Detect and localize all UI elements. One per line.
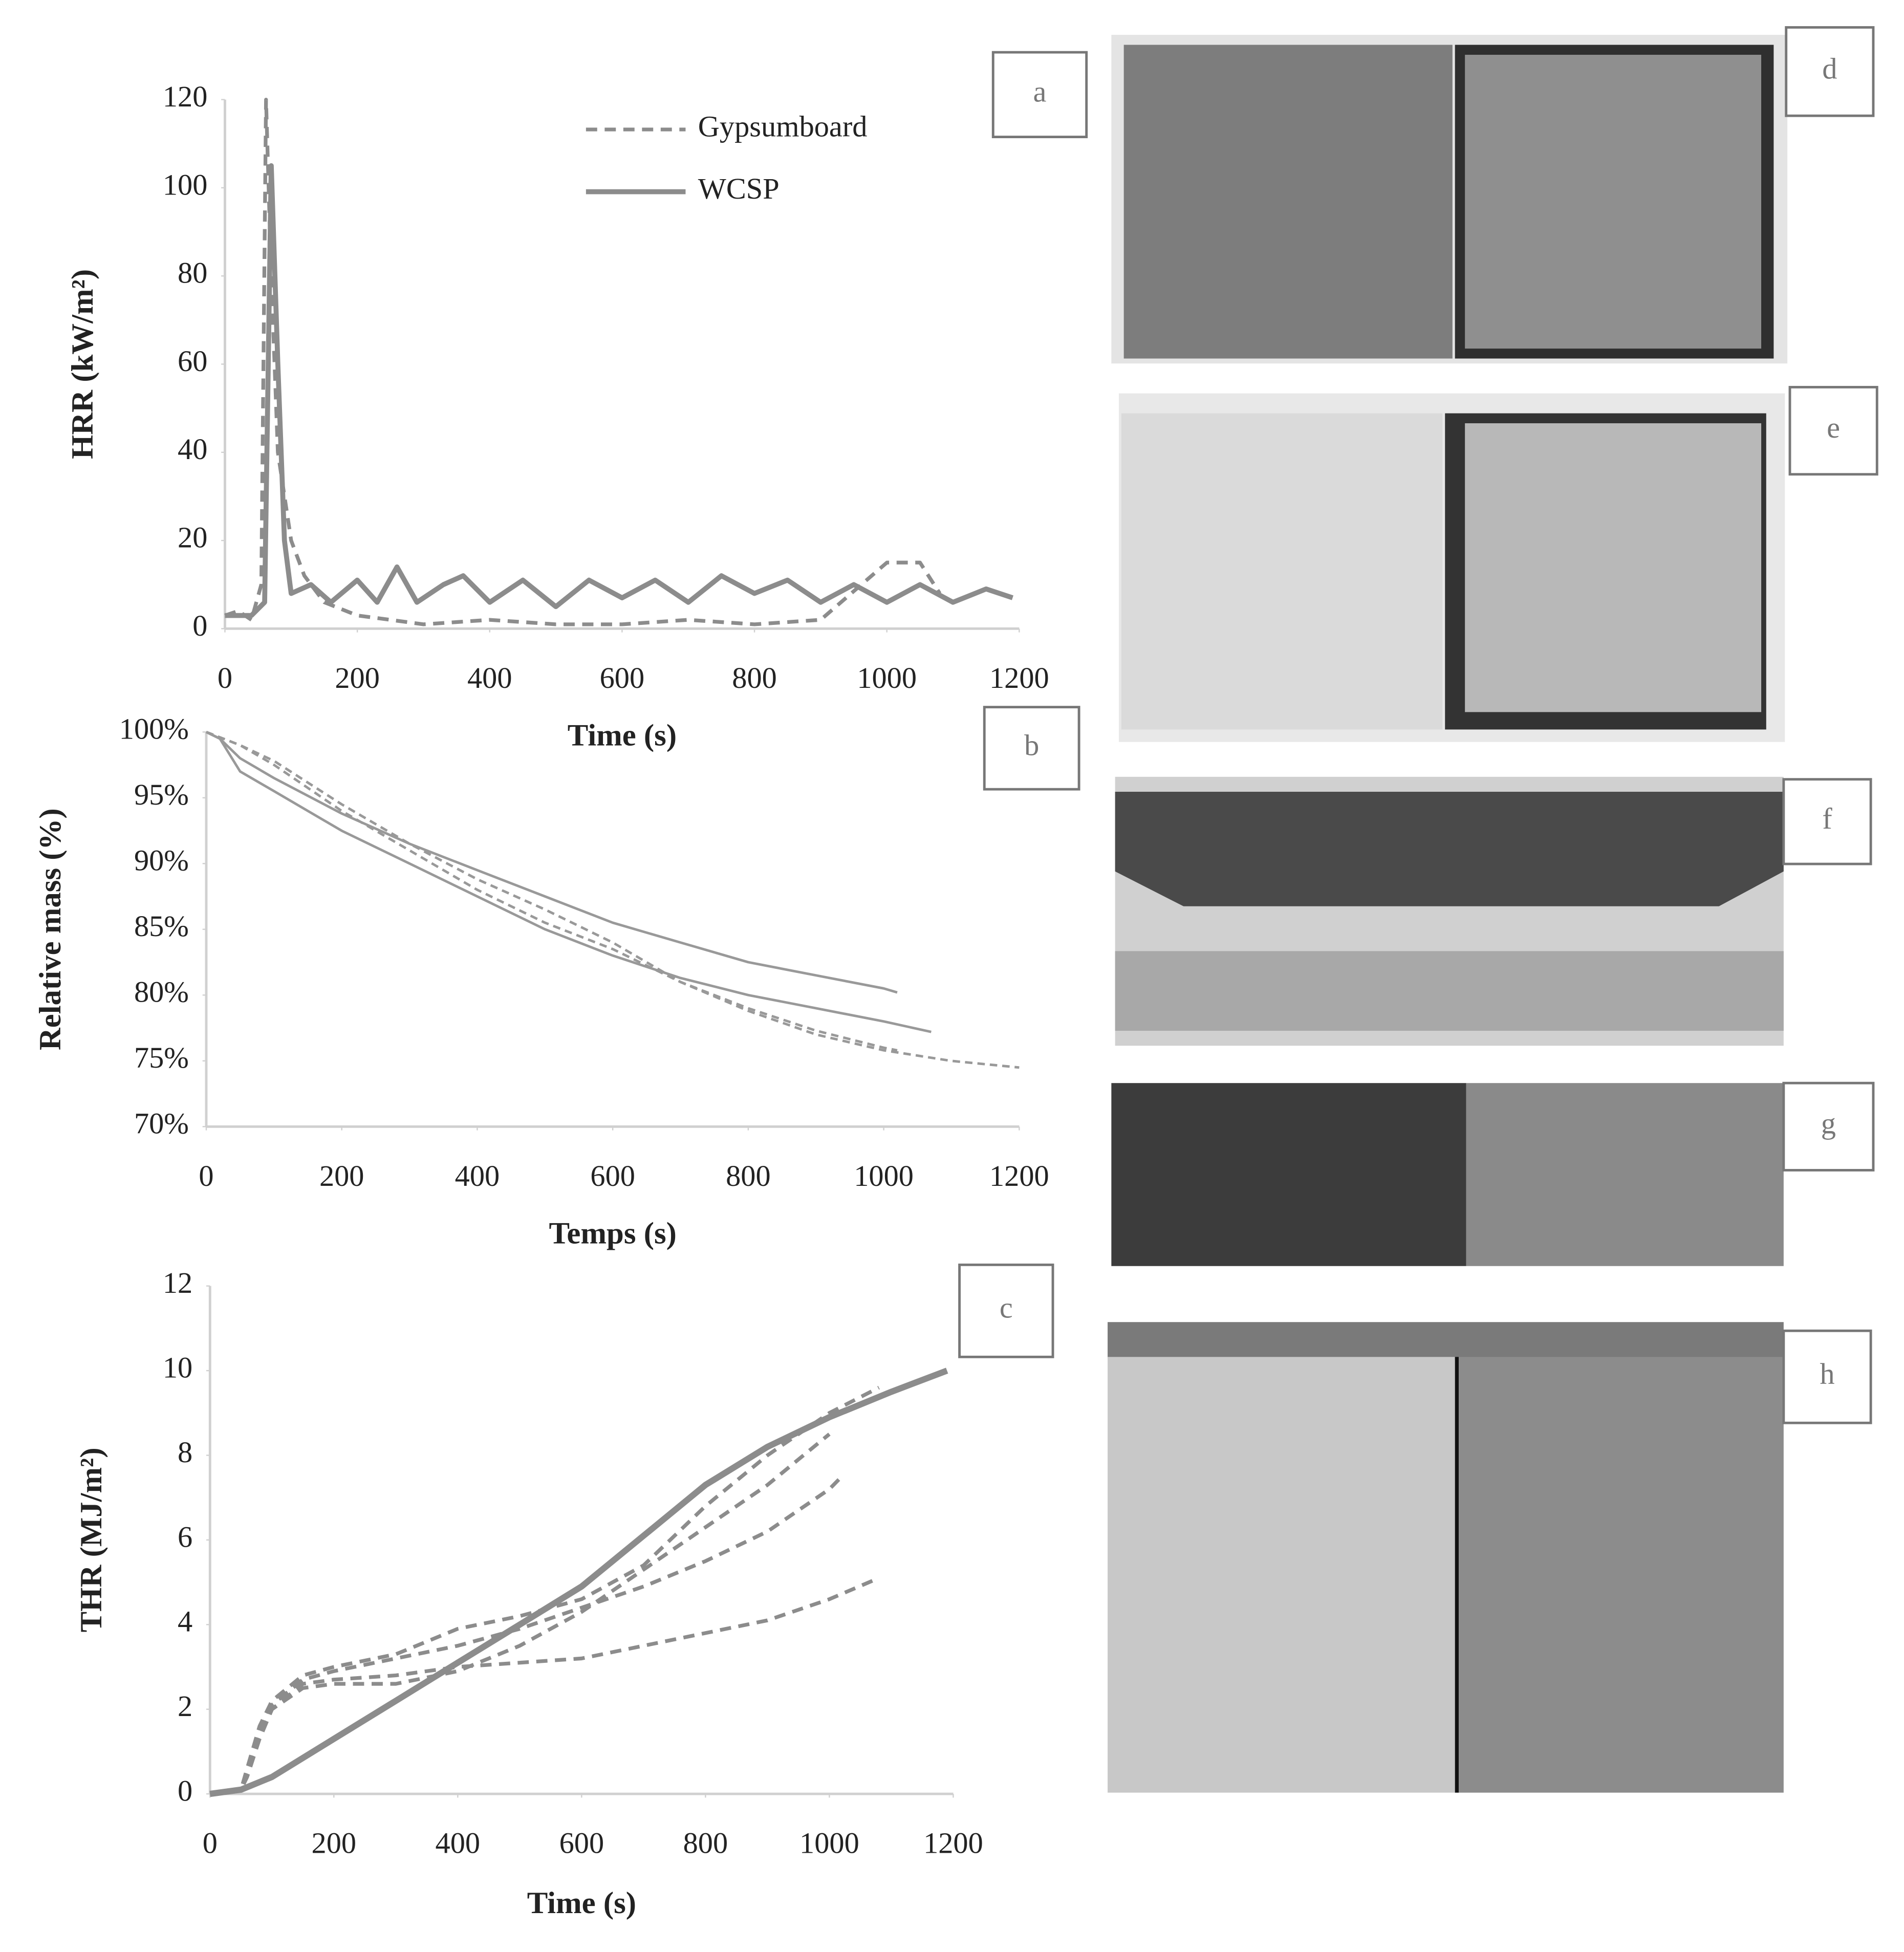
x-tick-label: 200 [319, 1159, 364, 1192]
panel-label-box [1785, 26, 1875, 117]
data-line [206, 730, 898, 1052]
panel-label: h [1820, 1357, 1834, 1391]
y-axis-label: THR (MJ/m²) [74, 1447, 109, 1632]
x-tick-label: 0 [218, 661, 232, 695]
y-tick-label: 60 [178, 344, 207, 378]
data-line [206, 730, 1020, 1069]
panel-label: d [1822, 52, 1837, 85]
data-line [205, 731, 898, 994]
data-line [224, 97, 942, 626]
x-tick-label: 400 [455, 1159, 500, 1192]
panel-label-box [983, 706, 1080, 791]
y-tick-label: 120 [163, 80, 208, 113]
photo-f [1115, 776, 1784, 1046]
x-tick-label: 200 [312, 1827, 357, 1860]
data-line [205, 731, 932, 1033]
panel-label-box [1782, 778, 1872, 865]
photo-g [1111, 1083, 1784, 1266]
y-axis-label: HRR (kW/m²) [66, 269, 100, 459]
y-tick-label: 12 [163, 1266, 192, 1299]
panel-label: e [1827, 411, 1840, 444]
x-tick-label: 600 [590, 1159, 635, 1192]
data-line [225, 163, 1013, 618]
panel-label-box [1788, 386, 1878, 476]
x-axis-label: Time (s) [568, 718, 677, 752]
y-tick-label: 80 [178, 256, 207, 290]
panel-label: b [1024, 728, 1039, 762]
x-tick-label: 400 [436, 1827, 481, 1860]
y-tick-label: 90% [134, 844, 189, 877]
panel-label-box [1782, 1329, 1872, 1424]
y-tick-label: 100 [163, 168, 208, 201]
y-axis-label: Relative mass (%) [33, 808, 68, 1050]
y-tick-label: 95% [134, 778, 189, 811]
legend-label: WCSP [698, 172, 780, 205]
x-tick-label: 800 [726, 1159, 771, 1192]
panel-label: c [1000, 1291, 1013, 1325]
panel-label: g [1821, 1107, 1836, 1140]
y-tick-label: 80% [134, 975, 189, 1009]
x-tick-label: 400 [467, 661, 512, 695]
panel-label-box [991, 51, 1088, 138]
x-tick-label: 800 [683, 1827, 728, 1860]
x-tick-label: 200 [335, 661, 380, 695]
legend-label: Gypsumboard [698, 110, 868, 143]
y-tick-label: 85% [134, 909, 189, 943]
x-tick-label: 1000 [857, 661, 917, 695]
x-tick-label: 1200 [989, 1159, 1049, 1192]
panel-label-box [958, 1263, 1054, 1358]
x-tick-label: 1200 [989, 661, 1049, 695]
x-tick-label: 600 [600, 661, 645, 695]
y-tick-label: 40 [178, 432, 207, 466]
y-tick-label: 10 [163, 1351, 192, 1384]
y-tick-label: 6 [178, 1520, 192, 1553]
y-tick-label: 75% [134, 1041, 189, 1074]
y-tick-label: 8 [178, 1436, 192, 1469]
x-tick-label: 1000 [799, 1827, 859, 1860]
x-tick-label: 600 [559, 1827, 604, 1860]
y-tick-label: 100% [119, 712, 189, 746]
x-axis-label: Temps (s) [549, 1216, 676, 1250]
x-tick-label: 800 [732, 661, 777, 695]
y-tick-label: 0 [192, 609, 207, 642]
x-axis-label: Time (s) [527, 1886, 636, 1920]
y-tick-label: 0 [178, 1774, 192, 1807]
y-tick-label: 2 [178, 1689, 192, 1723]
photo-d [1111, 35, 1788, 364]
photo-e [1118, 393, 1785, 742]
x-tick-label: 0 [199, 1159, 213, 1192]
panel-label-box [1782, 1081, 1875, 1172]
panel-label: a [1033, 75, 1047, 108]
y-tick-label: 20 [178, 520, 207, 554]
y-tick-label: 4 [178, 1605, 192, 1638]
x-tick-label: 1000 [854, 1159, 914, 1192]
x-tick-label: 1200 [923, 1827, 983, 1860]
y-tick-label: 70% [134, 1107, 189, 1140]
data-line [209, 1433, 831, 1796]
photo-h [1108, 1322, 1784, 1793]
panel-label: f [1822, 802, 1832, 835]
data-line [209, 1475, 843, 1796]
x-tick-label: 0 [203, 1827, 218, 1860]
